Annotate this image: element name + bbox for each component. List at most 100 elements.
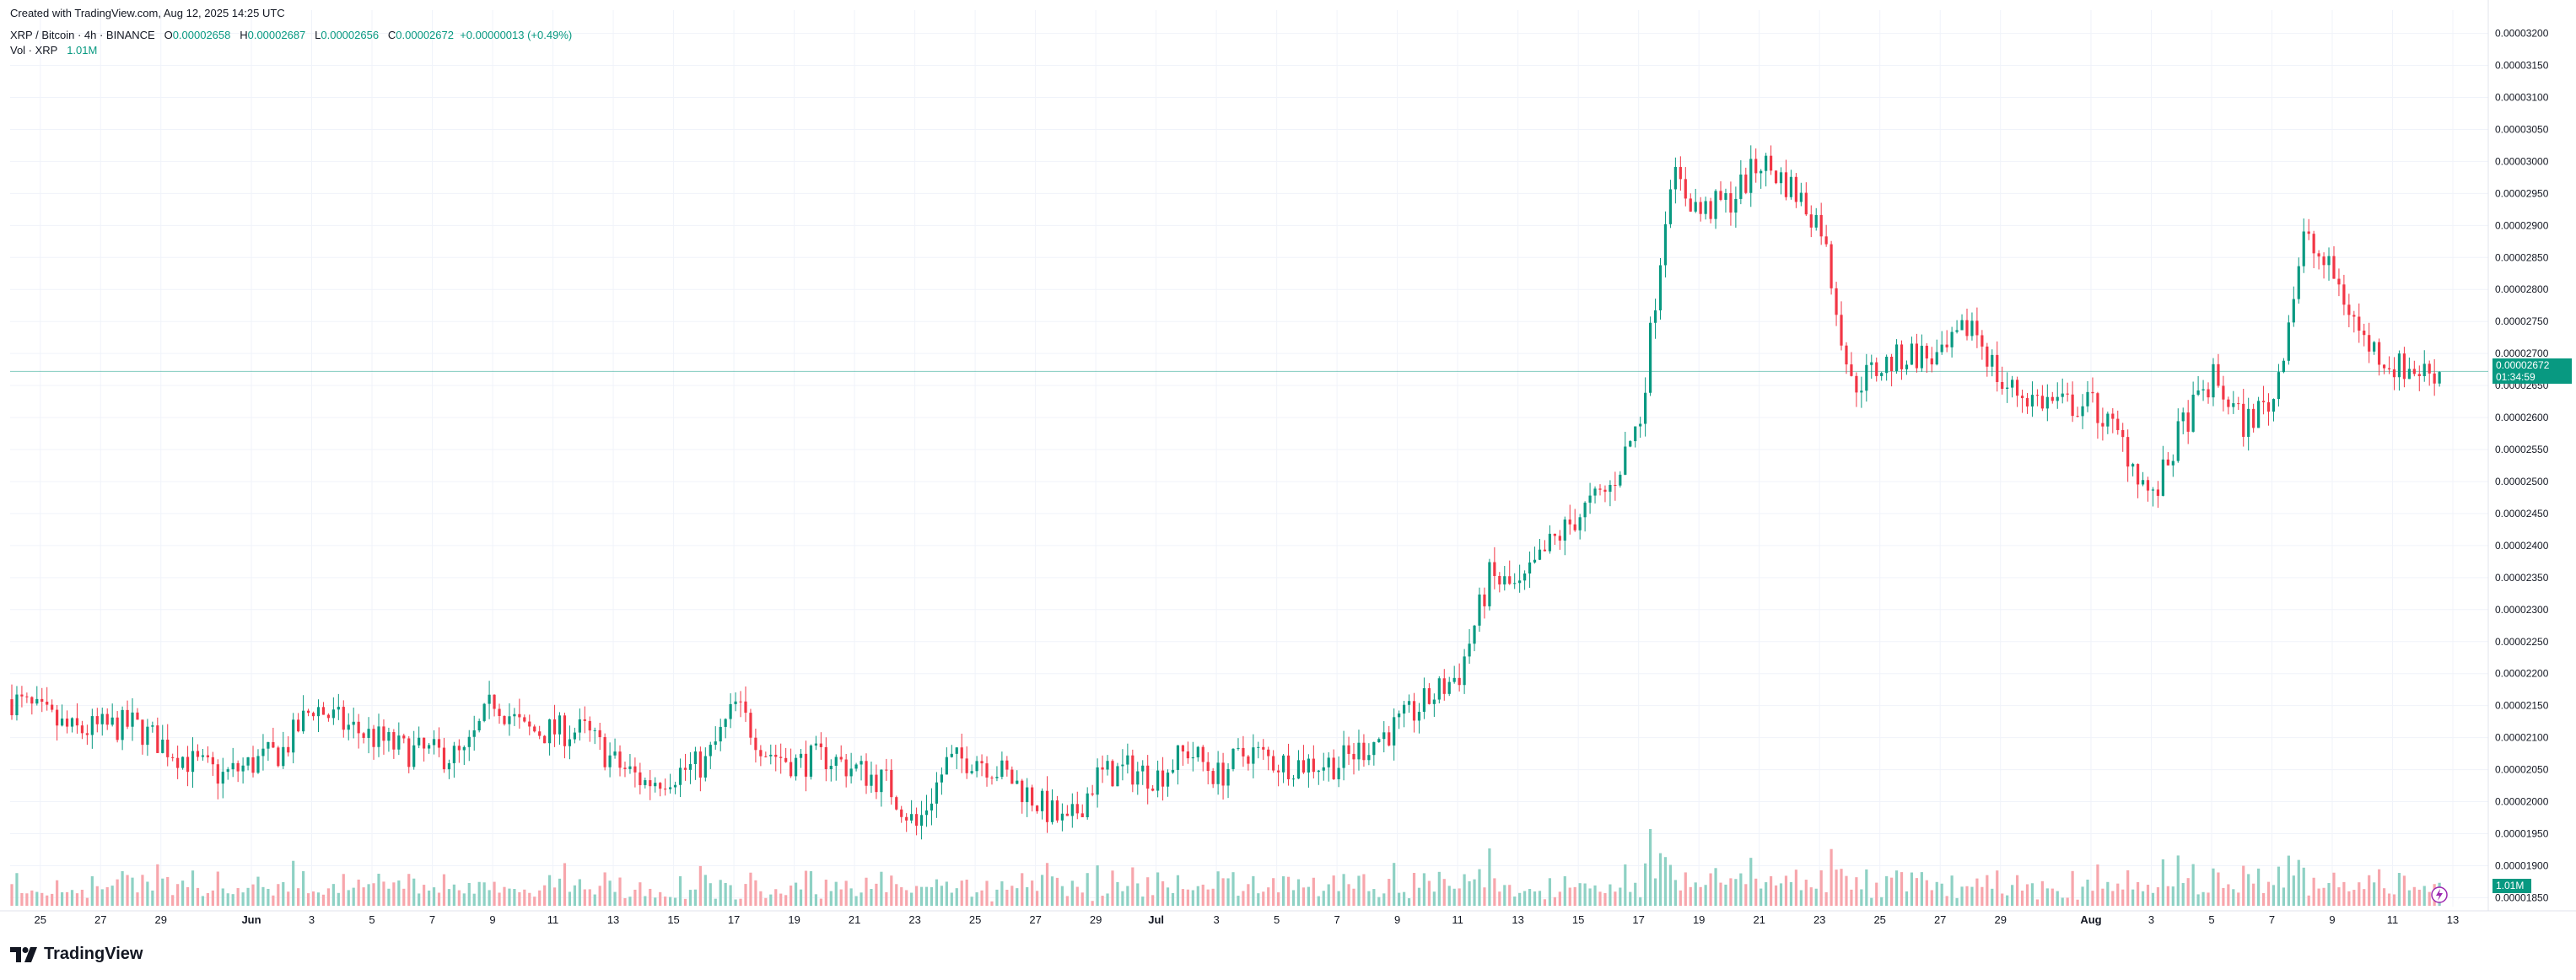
volume-bar xyxy=(1111,870,1114,906)
time-tick-label: 11 xyxy=(2387,913,2399,926)
volume-bar xyxy=(1483,887,1486,906)
volume-bar xyxy=(543,885,547,906)
candle-body xyxy=(910,814,913,821)
volume-bar xyxy=(905,890,908,906)
volume-bar xyxy=(1221,878,1225,906)
candle-body xyxy=(402,735,406,739)
volume-bar xyxy=(382,881,385,906)
candle-body xyxy=(683,767,687,770)
volume-bar xyxy=(2222,887,2225,906)
volume-bar xyxy=(558,878,562,906)
candle-body xyxy=(2397,353,2401,378)
volume-label[interactable]: Vol · XRP xyxy=(10,44,58,57)
volume-bar xyxy=(870,889,873,906)
volume-bar xyxy=(156,864,159,906)
volume-bar xyxy=(1679,890,1682,906)
symbol-title[interactable]: XRP / Bitcoin · 4h · BINANCE xyxy=(10,29,155,41)
candle-body xyxy=(1724,193,1727,200)
volume-bar xyxy=(1673,880,1677,906)
time-tick-label: 9 xyxy=(489,913,495,926)
volume-bar xyxy=(2116,883,2120,906)
volume-bar xyxy=(784,895,788,906)
volume-bar xyxy=(1447,886,1451,906)
candle-body xyxy=(1729,193,1733,213)
candle-body xyxy=(503,716,506,724)
volume-bar xyxy=(1131,867,1134,906)
volume-bar xyxy=(392,882,396,906)
volume-bar xyxy=(2282,887,2285,906)
candle-body xyxy=(1342,745,1345,768)
candle-body xyxy=(282,746,285,767)
volume-bar xyxy=(603,872,606,906)
candle-body xyxy=(1367,755,1371,761)
candle-body xyxy=(1337,767,1340,779)
candle-body xyxy=(1634,426,1637,442)
candle-body xyxy=(1116,766,1119,787)
candle-body xyxy=(2166,459,2169,466)
time-tick-label: 7 xyxy=(1334,913,1340,926)
candle-body xyxy=(231,762,234,770)
candle-body xyxy=(1458,677,1461,686)
volume-bar xyxy=(719,880,722,906)
volume-bar xyxy=(1538,891,1542,906)
candle-body xyxy=(2382,364,2386,369)
alert-icon[interactable] xyxy=(2431,886,2448,903)
volume-bar xyxy=(2035,899,2040,906)
candle-body xyxy=(1840,315,1843,346)
candle-body xyxy=(35,698,39,704)
volume-bar xyxy=(1588,888,1592,906)
volume-bar xyxy=(729,885,732,906)
candle-body xyxy=(256,756,260,773)
volume-bar xyxy=(513,889,516,906)
volume-bar xyxy=(1915,878,1919,906)
candle-body xyxy=(1332,757,1335,779)
candle-body xyxy=(1206,762,1210,772)
candle-body xyxy=(191,751,195,773)
candle-body xyxy=(171,757,175,758)
candle-body xyxy=(739,701,742,703)
candle-body xyxy=(1483,594,1486,606)
volume-bar xyxy=(1694,882,1697,906)
candle-body xyxy=(116,717,119,740)
candle-body xyxy=(508,716,511,724)
price-tick-label: 0.00002600 xyxy=(2495,412,2549,423)
volume-bar xyxy=(924,886,929,906)
volume-bar xyxy=(1393,863,1396,906)
price-tick-label: 0.00002750 xyxy=(2495,315,2549,327)
volume-bar xyxy=(2247,874,2250,906)
last-volume-tag: 1.01M xyxy=(2492,879,2531,893)
candle-body xyxy=(1855,375,1858,393)
volume-bar xyxy=(698,865,702,906)
candle-body xyxy=(251,757,255,773)
volume-bar xyxy=(387,888,391,906)
volume-bar xyxy=(1739,873,1743,906)
volume-bar xyxy=(1970,886,1974,906)
volume-bar xyxy=(804,870,808,906)
candle-body xyxy=(397,735,401,750)
tradingview-logo[interactable]: TradingView xyxy=(10,945,143,964)
volume-bar xyxy=(2237,892,2240,906)
volume-bar xyxy=(136,892,139,906)
volume-bar xyxy=(1121,891,1124,906)
candle-body xyxy=(2358,316,2361,331)
volume-bar xyxy=(628,897,632,906)
volume-bar xyxy=(1161,880,1165,906)
candle-body xyxy=(1573,524,1576,530)
volume-bar xyxy=(1247,884,1250,906)
candle-body xyxy=(1900,344,1904,369)
volume-bar xyxy=(1704,885,1707,906)
volume-bar xyxy=(1031,880,1034,906)
volume-bar xyxy=(1488,848,1491,906)
candle-body xyxy=(1005,760,1009,770)
candle-body xyxy=(1036,805,1039,811)
volume-bar xyxy=(2201,891,2205,906)
candle-body xyxy=(1991,354,1994,367)
candle-body xyxy=(2322,256,2325,266)
candle-body xyxy=(1186,751,1189,759)
candle-body xyxy=(2186,412,2190,432)
candle-body xyxy=(895,797,898,810)
candle-body xyxy=(860,761,863,765)
candle-body xyxy=(1040,790,1044,811)
candle-body xyxy=(709,745,712,757)
